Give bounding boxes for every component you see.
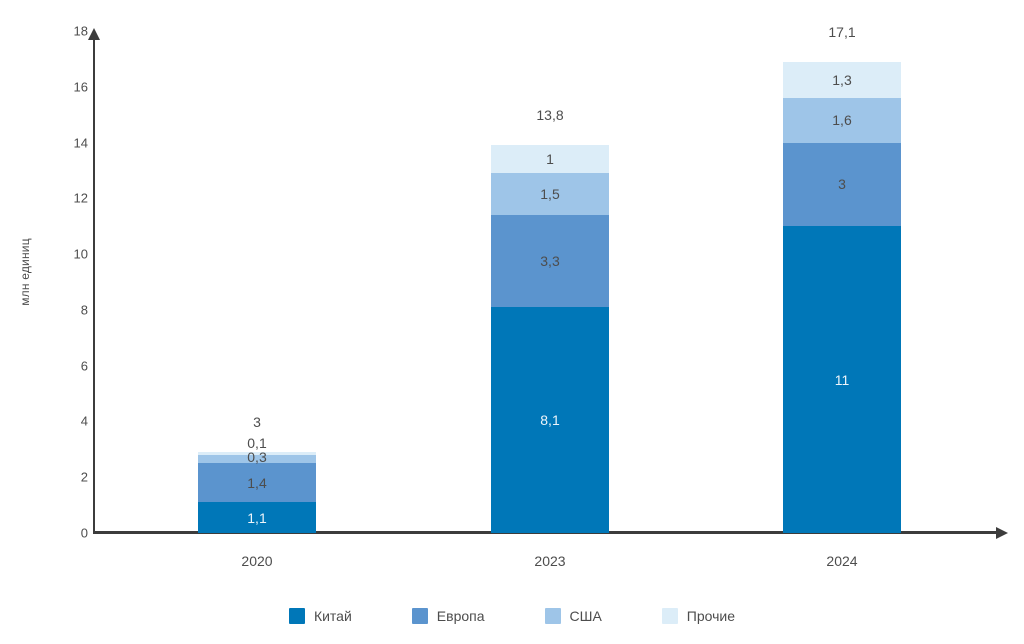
- x-axis-label-2023: 2023: [534, 553, 566, 569]
- bar-segment-2020-series-2: [198, 454, 316, 464]
- x-axis-arrow-icon: [996, 526, 1008, 539]
- value-label-outside-2020-1: 0,1: [247, 435, 267, 452]
- legend-swatch-icon-0: [288, 608, 305, 624]
- bar-segment-2023-series-3: [491, 145, 609, 174]
- y-tick-label-2: 2: [80, 469, 88, 485]
- bar-segment-2024-series-3: [783, 61, 901, 98]
- legend-label-2: США: [569, 608, 602, 624]
- total-label-2024: 17,1: [828, 23, 856, 40]
- bar-segment-2024-series-2: [783, 97, 901, 143]
- legend-item-3: Прочие: [661, 608, 736, 624]
- y-tick-label-4: 4: [80, 413, 88, 429]
- y-axis-arrow-icon: [88, 28, 100, 40]
- value-label-2024-series-1: 3: [838, 176, 846, 193]
- legend-label-1: Европа: [436, 608, 485, 624]
- legend-swatch-icon-2: [544, 608, 561, 624]
- y-tick-label-0: 0: [80, 525, 88, 541]
- y-tick-label-8: 8: [80, 302, 88, 318]
- bar-segment-2024-series-1: [783, 142, 901, 227]
- bar-segment-2023-series-1: [491, 215, 609, 308]
- y-tick-label-14: 14: [73, 135, 88, 151]
- value-label-2020-series-0: 1,1: [247, 509, 267, 526]
- bar-segment-2024-series-0: [783, 226, 901, 533]
- value-label-2023-series-1: 3,3: [540, 253, 560, 270]
- y-tick-label-6: 6: [80, 358, 88, 374]
- bar-segment-2020-series-0: [198, 502, 316, 533]
- bar-segment-2020-series-1: [198, 463, 316, 503]
- legend-swatch-icon-1: [411, 608, 428, 624]
- y-tick-label-16: 16: [73, 79, 88, 95]
- total-label-2023: 13,8: [536, 107, 564, 124]
- x-axis-label-2020: 2020: [241, 553, 273, 569]
- value-label-2024-series-3: 1,3: [832, 71, 852, 88]
- legend-label-0: Китай: [313, 608, 352, 624]
- x-axis-label-2024: 2024: [826, 553, 858, 569]
- value-label-2023-series-2: 1,5: [540, 186, 560, 203]
- value-label-2023-series-3: 1: [546, 151, 554, 168]
- y-axis-line: [93, 36, 95, 533]
- value-label-outside-2020-0: 0,3: [247, 449, 267, 466]
- y-axis-title: млн единиц: [18, 238, 32, 306]
- legend-swatch-icon-3: [661, 608, 678, 624]
- legend-item-1: Европа: [411, 608, 485, 624]
- total-label-2020: 3: [253, 414, 261, 431]
- legend-item-0: Китай: [288, 608, 352, 624]
- value-label-2020-series-1: 1,4: [247, 474, 267, 491]
- y-tick-label-18: 18: [73, 23, 88, 39]
- legend: Китай Европа США Прочие: [0, 608, 1024, 624]
- bar-segment-2020-series-3: [198, 452, 316, 455]
- bar-segment-2023-series-0: [491, 307, 609, 533]
- y-tick-label-10: 10: [73, 246, 88, 262]
- value-label-2023-series-0: 8,1: [540, 412, 560, 429]
- bar-segment-2023-series-2: [491, 173, 609, 216]
- value-label-2024-series-2: 1,6: [832, 112, 852, 129]
- value-label-2024-series-0: 11: [834, 371, 850, 388]
- y-tick-label-12: 12: [73, 190, 88, 206]
- legend-label-3: Прочие: [686, 608, 736, 624]
- legend-item-2: США: [544, 608, 602, 624]
